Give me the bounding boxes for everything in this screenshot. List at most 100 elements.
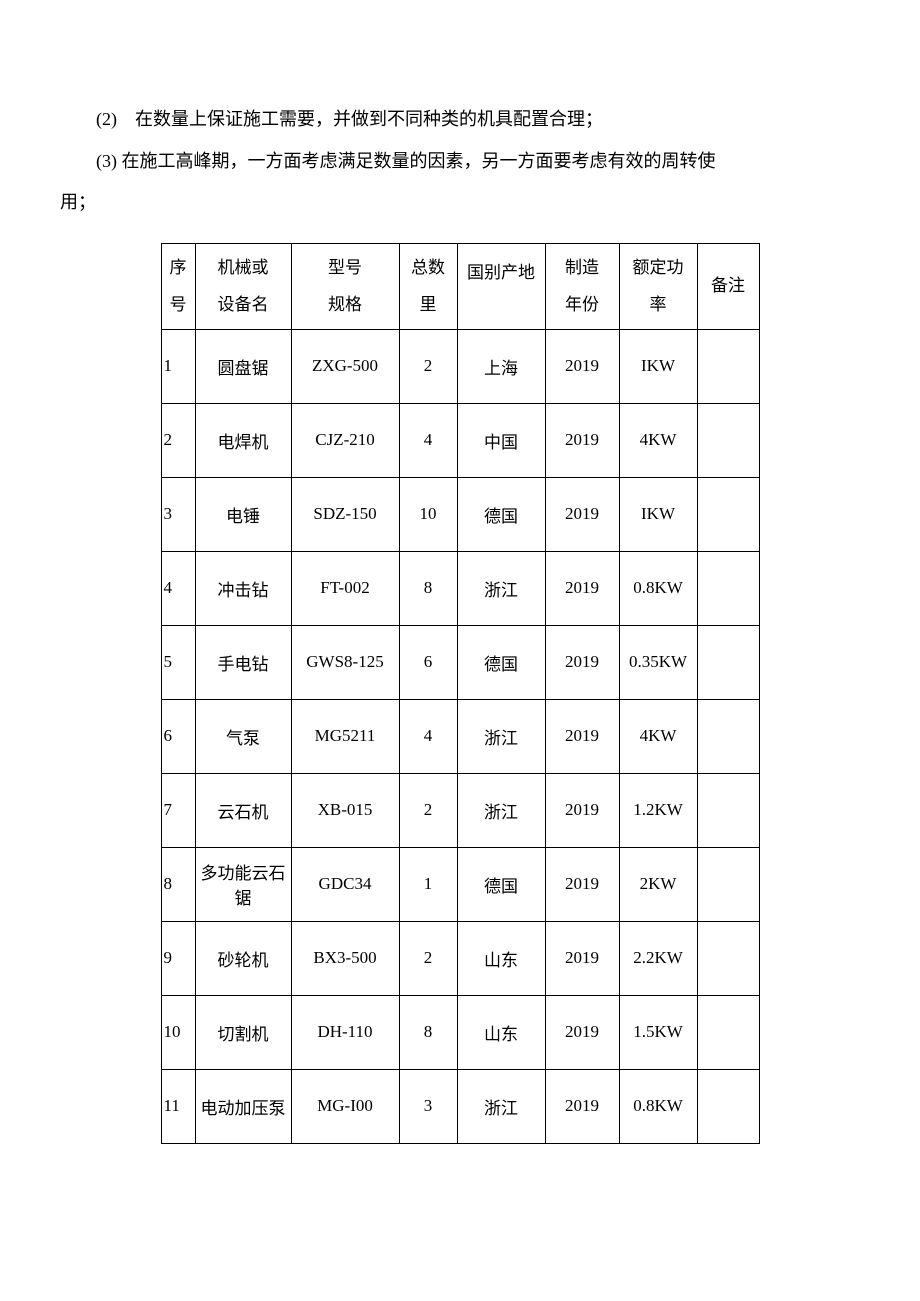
table-row: 7云石机XB-0152浙江20191.2KW: [161, 773, 759, 847]
col-header-seq-l1: 序: [170, 258, 187, 277]
col-header-year-l2: 年份: [565, 295, 599, 314]
cell-origin: 德国: [457, 847, 545, 921]
cell-origin: 浙江: [457, 1069, 545, 1143]
col-header-origin: 国别产地: [457, 243, 545, 329]
col-header-model-l2: 规格: [328, 295, 362, 314]
cell-power: 1.5KW: [619, 995, 697, 1069]
col-header-seq: 序 号: [161, 243, 195, 329]
cell-origin: 上海: [457, 329, 545, 403]
cell-origin: 德国: [457, 477, 545, 551]
table-row: 4冲击钻FT-0028浙江20190.8KW: [161, 551, 759, 625]
cell-model: MG5211: [291, 699, 399, 773]
cell-qty: 6: [399, 625, 457, 699]
cell-power: 2.2KW: [619, 921, 697, 995]
cell-seq: 9: [161, 921, 195, 995]
table-row: 11电动加压泵MG-I003浙江20190.8KW: [161, 1069, 759, 1143]
cell-note: [697, 847, 759, 921]
cell-power: 2KW: [619, 847, 697, 921]
col-header-model-l1: 型号: [328, 258, 362, 277]
cell-note: [697, 625, 759, 699]
cell-seq: 5: [161, 625, 195, 699]
cell-note: [697, 995, 759, 1069]
cell-year: 2019: [545, 995, 619, 1069]
table-row: 1圆盘锯ZXG-5002上海2019IKW: [161, 329, 759, 403]
cell-qty: 1: [399, 847, 457, 921]
cell-name: 手电钻: [195, 625, 291, 699]
cell-power: IKW: [619, 477, 697, 551]
cell-year: 2019: [545, 477, 619, 551]
cell-qty: 4: [399, 699, 457, 773]
cell-seq: 1: [161, 329, 195, 403]
table-row: 8多功能云石锯GDC341德国20192KW: [161, 847, 759, 921]
col-header-seq-l2: 号: [170, 295, 187, 314]
col-header-name-l2: 设备名: [218, 295, 269, 314]
cell-year: 2019: [545, 699, 619, 773]
col-header-power-l1: 额定功: [633, 258, 684, 277]
col-header-origin-text: 国别产地: [467, 263, 535, 282]
cell-year: 2019: [545, 847, 619, 921]
cell-seq: 8: [161, 847, 195, 921]
cell-note: [697, 551, 759, 625]
cell-model: SDZ-150: [291, 477, 399, 551]
table-row: 3电锤SDZ-15010德国2019IKW: [161, 477, 759, 551]
cell-power: 0.8KW: [619, 551, 697, 625]
col-header-qty: 总数 里: [399, 243, 457, 329]
col-header-qty-l2: 里: [420, 295, 437, 314]
table-row: 2电焊机CJZ-2104中国20194KW: [161, 403, 759, 477]
cell-note: [697, 773, 759, 847]
cell-model: FT-002: [291, 551, 399, 625]
cell-model: BX3-500: [291, 921, 399, 995]
cell-name: 切割机: [195, 995, 291, 1069]
cell-origin: 浙江: [457, 551, 545, 625]
cell-year: 2019: [545, 625, 619, 699]
cell-name: 圆盘锯: [195, 329, 291, 403]
cell-power: 1.2KW: [619, 773, 697, 847]
cell-qty: 10: [399, 477, 457, 551]
cell-seq: 4: [161, 551, 195, 625]
cell-origin: 浙江: [457, 699, 545, 773]
cell-qty: 2: [399, 921, 457, 995]
cell-qty: 3: [399, 1069, 457, 1143]
cell-seq: 3: [161, 477, 195, 551]
cell-model: ZXG-500: [291, 329, 399, 403]
table-row: 6气泵MG52114浙江20194KW: [161, 699, 759, 773]
cell-note: [697, 921, 759, 995]
cell-name: 冲击钻: [195, 551, 291, 625]
cell-year: 2019: [545, 1069, 619, 1143]
cell-qty: 8: [399, 551, 457, 625]
cell-note: [697, 1069, 759, 1143]
cell-model: CJZ-210: [291, 403, 399, 477]
cell-note: [697, 477, 759, 551]
cell-year: 2019: [545, 551, 619, 625]
cell-seq: 6: [161, 699, 195, 773]
cell-origin: 山东: [457, 995, 545, 1069]
col-header-qty-l1: 总数: [411, 258, 445, 277]
col-header-note-text: 备注: [711, 276, 745, 295]
cell-qty: 8: [399, 995, 457, 1069]
table-row: 9砂轮机BX3-5002山东20192.2KW: [161, 921, 759, 995]
equipment-table-wrapper: 序 号 机械或 设备名 型号 规格: [60, 243, 860, 1144]
cell-seq: 7: [161, 773, 195, 847]
cell-model: DH-110: [291, 995, 399, 1069]
table-header-row: 序 号 机械或 设备名 型号 规格: [161, 243, 759, 329]
cell-power: 0.35KW: [619, 625, 697, 699]
cell-seq: 10: [161, 995, 195, 1069]
cell-note: [697, 403, 759, 477]
cell-name: 云石机: [195, 773, 291, 847]
cell-name: 多功能云石锯: [195, 847, 291, 921]
table-row: 10切割机DH-1108山东20191.5KW: [161, 995, 759, 1069]
cell-power: 0.8KW: [619, 1069, 697, 1143]
cell-origin: 中国: [457, 403, 545, 477]
paragraph-3-line2: 用；: [60, 183, 860, 223]
cell-name: 气泵: [195, 699, 291, 773]
cell-origin: 山东: [457, 921, 545, 995]
cell-model: GWS8-125: [291, 625, 399, 699]
cell-model: XB-015: [291, 773, 399, 847]
cell-name: 电动加压泵: [195, 1069, 291, 1143]
cell-qty: 2: [399, 773, 457, 847]
cell-note: [697, 329, 759, 403]
col-header-note: 备注: [697, 243, 759, 329]
col-header-year-l1: 制造: [565, 258, 599, 277]
cell-name: 砂轮机: [195, 921, 291, 995]
table-row: 5手电钻GWS8-1256德国20190.35KW: [161, 625, 759, 699]
